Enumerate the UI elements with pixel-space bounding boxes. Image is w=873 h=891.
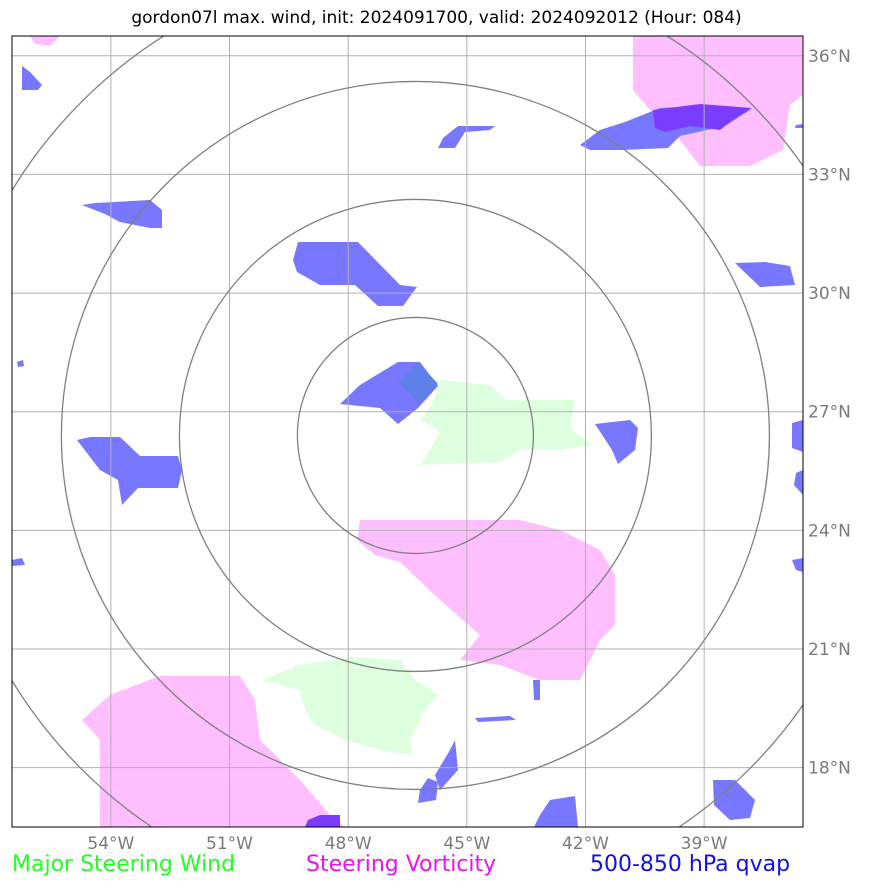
lat-tick-label: 27°N xyxy=(808,403,851,423)
vorticity-area xyxy=(30,36,60,46)
vorticity-area xyxy=(357,520,615,680)
lon-tick-label: 39°W xyxy=(681,834,728,854)
qvap-area xyxy=(12,558,25,566)
qvap-area xyxy=(17,360,24,367)
wind-area xyxy=(262,657,438,755)
range-ring xyxy=(296,316,535,555)
lon-tick-label: 48°W xyxy=(325,834,372,854)
vorticity-area xyxy=(82,676,345,827)
range-ring xyxy=(60,80,771,791)
longitude-tick-labels: 54°W 51°W 48°W 45°W 42°W 39°W xyxy=(87,834,727,854)
qvap-area xyxy=(293,242,417,306)
plot-title: gordon07l max. wind, init: 2024091700, v… xyxy=(131,8,742,28)
qvap-area xyxy=(475,716,516,722)
qvap-area xyxy=(22,66,42,90)
qvap-overlap-area xyxy=(398,362,438,404)
range-ring xyxy=(178,198,653,673)
qvap-area xyxy=(735,262,795,287)
qvap-area xyxy=(794,470,803,495)
lat-tick-label: 36°N xyxy=(808,47,851,67)
qvap-area xyxy=(533,680,540,700)
graticule xyxy=(12,36,803,827)
legend-steering-wind: Major Steering Wind xyxy=(12,852,236,877)
lat-tick-label: 30°N xyxy=(808,284,851,304)
qvap-area xyxy=(438,126,495,148)
wind-area xyxy=(420,380,592,465)
qvap-area xyxy=(792,420,803,452)
qvap-area xyxy=(713,780,755,820)
lat-tick-label: 21°N xyxy=(808,640,851,660)
lat-tick-label: 33°N xyxy=(808,165,851,185)
qvap-area xyxy=(595,420,638,464)
qvap-high-area xyxy=(653,104,752,132)
qvap-high-area xyxy=(305,815,340,827)
lon-tick-label: 51°W xyxy=(206,834,253,854)
legend-qvap: 500-850 hPa qvap xyxy=(590,852,791,877)
qvap-area xyxy=(418,778,438,803)
qvap-area xyxy=(795,124,803,128)
legend-steering-vorticity: Steering Vorticity xyxy=(306,852,497,877)
steering-vorticity-areas xyxy=(30,36,803,827)
qvap-high-areas xyxy=(305,104,752,827)
qvap-area xyxy=(82,200,162,228)
qvap-area xyxy=(77,437,182,505)
lat-tick-label: 18°N xyxy=(808,759,851,779)
lon-tick-label: 45°W xyxy=(443,834,490,854)
qvap-area xyxy=(534,796,578,827)
steering-wind-areas xyxy=(262,380,592,755)
latitude-tick-labels: 36°N 33°N 30°N 27°N 24°N 21°N 18°N xyxy=(808,47,851,779)
map-frame xyxy=(11,35,804,828)
lat-tick-label: 24°N xyxy=(808,521,851,541)
qvap-area xyxy=(435,740,458,790)
lon-tick-label: 42°W xyxy=(562,834,609,854)
qvap-area xyxy=(792,558,803,572)
lon-tick-label: 54°W xyxy=(87,834,134,854)
